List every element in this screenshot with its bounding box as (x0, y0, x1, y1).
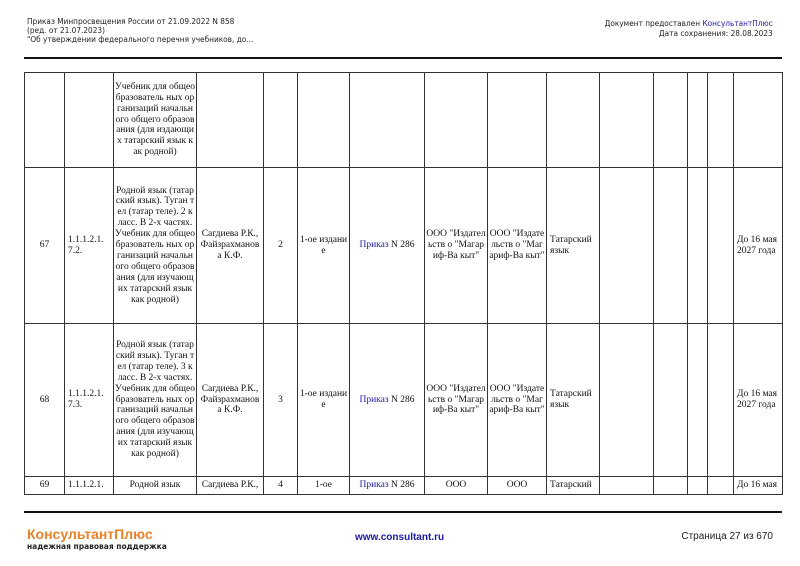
empty-cell (707, 323, 734, 477)
table-row: Учебник для общеобразователь ных организ… (24, 72, 783, 168)
document-header-title: Приказ Минпросвещения России от 21.09.20… (27, 17, 253, 44)
grade: 2 (263, 167, 298, 324)
document-header-info: Документ предоставлен КонсультантПлюс Да… (605, 19, 773, 39)
valid-until: До 16 мая 2027 года (733, 167, 783, 324)
valid-until: До 16 мая (733, 476, 783, 495)
rights-holder: ООО "Издательств о "Магариф-Ва кыт" (487, 167, 547, 324)
order: Приказ N 286 (349, 323, 425, 477)
authors: Сагдиева Р.К., Файзрахманов а К.Ф. (196, 167, 264, 324)
header-divider (24, 57, 782, 59)
empty-cell (653, 72, 688, 168)
edition: 1-ое издание (297, 167, 350, 324)
order-number: N 286 (388, 240, 415, 251)
table-row: 68 1.1.1.2.1. 7.3. Родной язык (татарский … (24, 323, 783, 477)
edition: 1-ое (297, 476, 350, 495)
rights-holder (487, 72, 547, 168)
order-number: N 286 (388, 394, 415, 405)
valid-until (733, 72, 783, 168)
order-number: N 286 (388, 480, 415, 491)
language: Татарский (546, 476, 600, 495)
textbook-title: Родной язык (татарский язык). Туган тел … (113, 167, 197, 324)
order: Приказ N 286 (349, 476, 425, 495)
textbook-code: 1.1.1.2.1. 7.3. (64, 323, 114, 477)
publisher: ООО "Издательств о "Магариф-Ва кыт" (424, 323, 488, 477)
header-line: Приказ Минпросвещения России от 21.09.20… (27, 17, 235, 26)
empty-cell (599, 476, 654, 495)
row-number: 68 (24, 323, 65, 477)
textbook-table: Учебник для общеобразователь ных организ… (24, 72, 783, 495)
empty-cell (653, 167, 688, 324)
grade (263, 72, 298, 168)
edition: 1-ое издание (297, 323, 350, 477)
order-link[interactable]: Приказ (359, 240, 389, 251)
empty-cell (687, 167, 708, 324)
textbook-code: 1.1.1.2.1. (64, 476, 114, 495)
grade: 3 (263, 323, 298, 477)
order-link[interactable]: Приказ (359, 480, 389, 491)
logo-tagline: надежная правовая поддержка (27, 542, 167, 551)
order: Приказ N 286 (349, 167, 425, 324)
edition (297, 72, 350, 168)
website-link[interactable]: www.consultant.ru (355, 532, 445, 543)
empty-cell (653, 323, 688, 477)
language (546, 72, 600, 168)
provided-label: Документ предоставлен (604, 19, 703, 28)
table-row: 67 1.1.1.2.1. 7.2. Родной язык (татарский … (24, 167, 783, 324)
empty-cell (707, 167, 734, 324)
table-row: 69 1.1.1.2.1. Родной язык Сагдиева Р.К., 4 1-… (24, 476, 783, 495)
empty-cell (687, 323, 708, 477)
empty-cell (653, 476, 688, 495)
order (349, 72, 425, 168)
textbook-title: Родной язык (татарский язык). Туган тел … (113, 323, 197, 477)
empty-cell (707, 72, 734, 168)
publisher: ООО (424, 476, 488, 495)
consultant-logo: КонсультантПлюс (27, 526, 153, 542)
row-number: 69 (24, 476, 65, 495)
authors: Сагдиева Р.К., (196, 476, 264, 495)
rights-holder: ООО (487, 476, 547, 495)
header-line: "Об утверждении федерального перечня уче… (27, 35, 254, 44)
empty-cell (707, 476, 734, 495)
language: Татарский язык (546, 167, 600, 324)
textbook-title: Учебник для общеобразователь ных организ… (113, 72, 197, 168)
publisher: ООО "Издательств о "Магариф-Ва кыт" (424, 167, 488, 324)
publisher (424, 72, 488, 168)
save-date: Дата сохранения: 28.08.2023 (659, 29, 773, 38)
page-number: Страница 27 из 670 (681, 531, 773, 542)
order-link[interactable]: Приказ (359, 394, 389, 405)
header-line: (ред. от 21.07.2023) (27, 26, 105, 35)
empty-cell (599, 323, 654, 477)
authors (196, 72, 264, 168)
textbook-code: 1.1.1.2.1. 7.2. (64, 167, 114, 324)
grade: 4 (263, 476, 298, 495)
valid-until: До 16 мая 2027 года (733, 323, 783, 477)
authors: Сагдиева Р.К., Файзрахманов а К.Ф. (196, 323, 264, 477)
empty-cell (599, 72, 654, 168)
row-number: 67 (24, 167, 65, 324)
footer-divider (24, 511, 782, 513)
empty-cell (687, 72, 708, 168)
row-number (24, 72, 65, 168)
textbook-code (64, 72, 114, 168)
language: Татарский язык (546, 323, 600, 477)
empty-cell (599, 167, 654, 324)
textbook-title: Родной язык (113, 476, 197, 495)
brand-link[interactable]: КонсультантПлюс (702, 19, 773, 28)
empty-cell (687, 476, 708, 495)
rights-holder: ООО "Издательств о "Магариф-Ва кыт" (487, 323, 547, 477)
